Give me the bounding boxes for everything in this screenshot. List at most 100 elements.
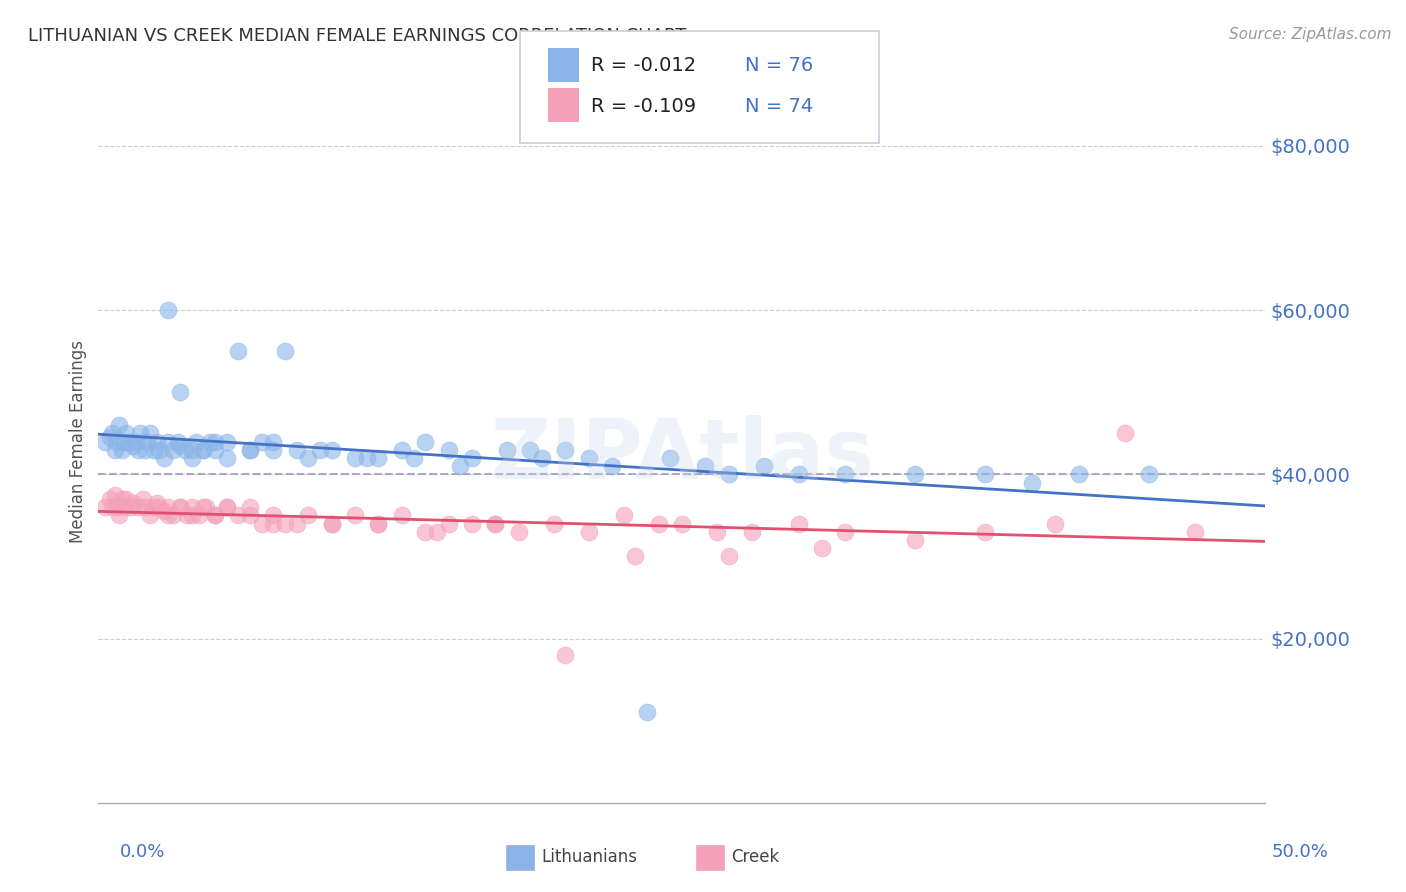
Point: [134, 500, 156, 515]
Point: [321, 516, 343, 531]
Point: [274, 516, 297, 531]
Point: [519, 442, 541, 457]
Point: [173, 442, 195, 457]
Point: [186, 434, 208, 449]
Point: [120, 500, 142, 515]
Point: [834, 524, 856, 539]
Point: [461, 450, 484, 465]
Point: [115, 426, 138, 441]
Point: [508, 524, 530, 539]
Point: [787, 467, 810, 482]
Point: [496, 442, 519, 457]
Point: [239, 442, 262, 457]
Point: [134, 442, 156, 457]
Point: [811, 541, 834, 556]
Point: [974, 524, 997, 539]
Point: [98, 491, 121, 506]
Point: [1184, 524, 1206, 539]
Point: [437, 442, 460, 457]
Point: [752, 459, 775, 474]
Point: [118, 434, 141, 449]
Point: [695, 459, 717, 474]
Point: [101, 426, 124, 441]
Point: [1045, 516, 1067, 531]
Point: [239, 500, 262, 515]
Point: [122, 496, 145, 510]
Point: [356, 450, 378, 465]
Point: [157, 508, 180, 523]
Point: [285, 442, 308, 457]
Point: [112, 500, 135, 515]
Point: [262, 516, 284, 531]
Point: [484, 516, 506, 531]
Point: [717, 467, 740, 482]
Point: [169, 500, 191, 515]
Point: [148, 442, 170, 457]
Point: [94, 500, 117, 515]
Point: [187, 508, 209, 523]
Point: [659, 450, 682, 465]
Point: [152, 504, 174, 518]
Text: N = 76: N = 76: [745, 55, 814, 75]
Point: [228, 508, 250, 523]
Point: [146, 434, 169, 449]
Point: [321, 516, 343, 531]
Point: [200, 434, 222, 449]
Point: [136, 434, 159, 449]
Point: [1137, 467, 1160, 482]
Point: [904, 467, 927, 482]
Text: R = -0.109: R = -0.109: [591, 96, 696, 116]
Point: [367, 450, 389, 465]
Point: [204, 434, 226, 449]
Point: [1067, 467, 1090, 482]
Point: [274, 344, 297, 359]
Text: 50.0%: 50.0%: [1272, 843, 1329, 861]
Point: [262, 508, 284, 523]
Point: [636, 706, 658, 720]
Point: [108, 508, 131, 523]
Point: [250, 516, 273, 531]
Point: [157, 434, 180, 449]
Point: [215, 434, 238, 449]
Point: [391, 442, 413, 457]
Point: [321, 442, 343, 457]
Text: 0.0%: 0.0%: [120, 843, 165, 861]
Y-axis label: Median Female Earnings: Median Female Earnings: [69, 340, 87, 543]
Point: [1114, 426, 1136, 441]
Point: [105, 500, 128, 515]
Point: [717, 549, 740, 564]
Point: [132, 491, 155, 506]
Point: [115, 491, 138, 506]
Point: [578, 524, 600, 539]
Point: [834, 467, 856, 482]
Point: [484, 516, 506, 531]
Point: [112, 434, 135, 449]
Point: [105, 434, 128, 449]
Point: [152, 450, 174, 465]
Point: [612, 508, 634, 523]
Text: Lithuanians: Lithuanians: [541, 848, 637, 866]
Point: [204, 442, 226, 457]
Point: [169, 385, 191, 400]
Point: [309, 442, 332, 457]
Point: [367, 516, 389, 531]
Point: [157, 303, 180, 318]
Point: [157, 500, 180, 515]
Text: R = -0.012: R = -0.012: [591, 55, 696, 75]
Point: [239, 442, 262, 457]
Point: [530, 450, 553, 465]
Point: [285, 516, 308, 531]
Text: N = 74: N = 74: [745, 96, 814, 116]
Point: [239, 508, 262, 523]
Point: [104, 442, 127, 457]
Point: [193, 442, 215, 457]
Point: [671, 516, 693, 531]
Point: [169, 439, 191, 453]
Point: [162, 442, 184, 457]
Point: [204, 508, 226, 523]
Point: [204, 508, 226, 523]
Point: [194, 500, 217, 515]
Point: [180, 442, 202, 457]
Point: [122, 439, 145, 453]
Point: [104, 488, 127, 502]
